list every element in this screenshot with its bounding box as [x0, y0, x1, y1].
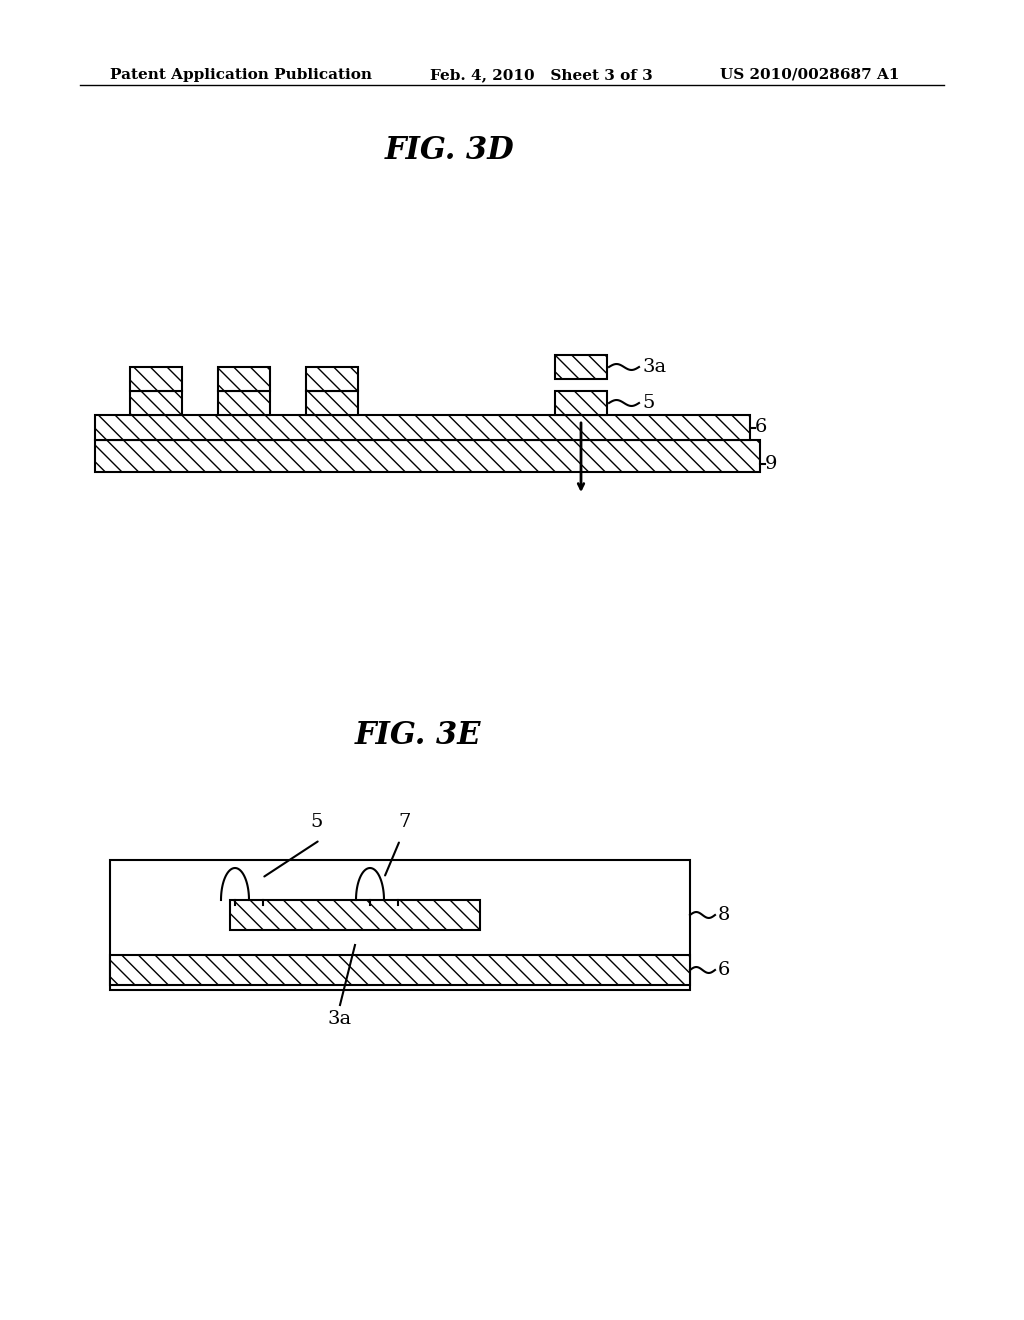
Text: 8: 8	[718, 906, 730, 924]
Text: 6: 6	[718, 961, 730, 979]
Bar	[110, 954, 690, 985]
Text: Patent Application Publication: Patent Application Publication	[110, 69, 372, 82]
Text: FIG. 3E: FIG. 3E	[355, 719, 481, 751]
Text: 3a: 3a	[328, 1010, 352, 1028]
Bar	[306, 391, 358, 414]
Bar	[230, 900, 480, 931]
Bar	[130, 367, 182, 391]
Text: FIG. 3D: FIG. 3D	[385, 135, 515, 166]
Bar	[555, 391, 607, 414]
Bar	[95, 440, 760, 473]
Bar	[130, 391, 182, 414]
Text: 7: 7	[398, 813, 411, 832]
Text: US 2010/0028687 A1: US 2010/0028687 A1	[720, 69, 899, 82]
Text: Feb. 4, 2010   Sheet 3 of 3: Feb. 4, 2010 Sheet 3 of 3	[430, 69, 652, 82]
Bar	[218, 367, 270, 391]
Text: 5: 5	[642, 393, 654, 412]
Bar	[306, 367, 358, 391]
Bar	[555, 355, 607, 379]
Bar	[95, 414, 750, 440]
Text: 9: 9	[765, 455, 777, 473]
Text: 6: 6	[755, 418, 767, 437]
Text: 3a: 3a	[642, 358, 667, 376]
Bar	[218, 391, 270, 414]
Text: 5: 5	[310, 813, 323, 832]
Bar	[110, 861, 690, 990]
